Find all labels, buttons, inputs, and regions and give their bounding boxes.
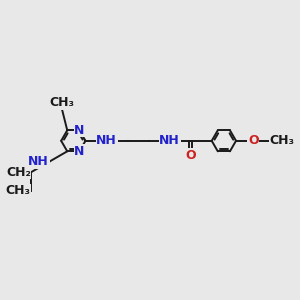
Text: CH₃: CH₃ (6, 184, 31, 197)
Text: O: O (248, 134, 259, 147)
Text: NH: NH (96, 134, 117, 147)
Text: CH₃: CH₃ (50, 96, 74, 109)
Text: CH₃: CH₃ (269, 134, 294, 147)
Text: CH₂: CH₂ (6, 166, 31, 179)
Text: O: O (185, 149, 196, 162)
Text: N: N (74, 145, 85, 158)
Text: NH: NH (28, 155, 49, 168)
Text: N: N (74, 124, 85, 137)
Text: NH: NH (159, 134, 180, 147)
